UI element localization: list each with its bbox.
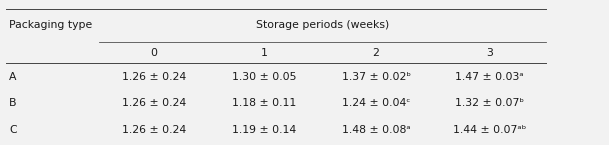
- Text: 1.26 ± 0.24: 1.26 ± 0.24: [122, 72, 186, 82]
- Text: 1.48 ± 0.08ᵃ: 1.48 ± 0.08ᵃ: [342, 125, 410, 135]
- Text: 1.26 ± 0.24: 1.26 ± 0.24: [122, 125, 186, 135]
- Text: 0: 0: [150, 48, 157, 58]
- Text: 2: 2: [373, 48, 379, 58]
- Text: Storage periods (weeks): Storage periods (weeks): [256, 20, 389, 30]
- Text: C: C: [9, 125, 16, 135]
- Text: 1.47 ± 0.03ᵃ: 1.47 ± 0.03ᵃ: [455, 72, 524, 82]
- Text: 1.18 ± 0.11: 1.18 ± 0.11: [232, 98, 297, 108]
- Text: 1.30 ± 0.05: 1.30 ± 0.05: [232, 72, 297, 82]
- Text: 3: 3: [486, 48, 493, 58]
- Text: 1.37 ± 0.02ᵇ: 1.37 ± 0.02ᵇ: [342, 72, 410, 82]
- Text: 1.32 ± 0.07ᵇ: 1.32 ± 0.07ᵇ: [455, 98, 524, 108]
- Text: B: B: [9, 98, 16, 108]
- Text: 1.26 ± 0.24: 1.26 ± 0.24: [122, 98, 186, 108]
- Text: 1.19 ± 0.14: 1.19 ± 0.14: [232, 125, 297, 135]
- Text: 1: 1: [261, 48, 267, 58]
- Text: 1.24 ± 0.04ᶜ: 1.24 ± 0.04ᶜ: [342, 98, 410, 108]
- Text: Packaging type: Packaging type: [9, 20, 93, 30]
- Text: A: A: [9, 72, 16, 82]
- Text: 1.44 ± 0.07ᵃᵇ: 1.44 ± 0.07ᵃᵇ: [453, 125, 526, 135]
